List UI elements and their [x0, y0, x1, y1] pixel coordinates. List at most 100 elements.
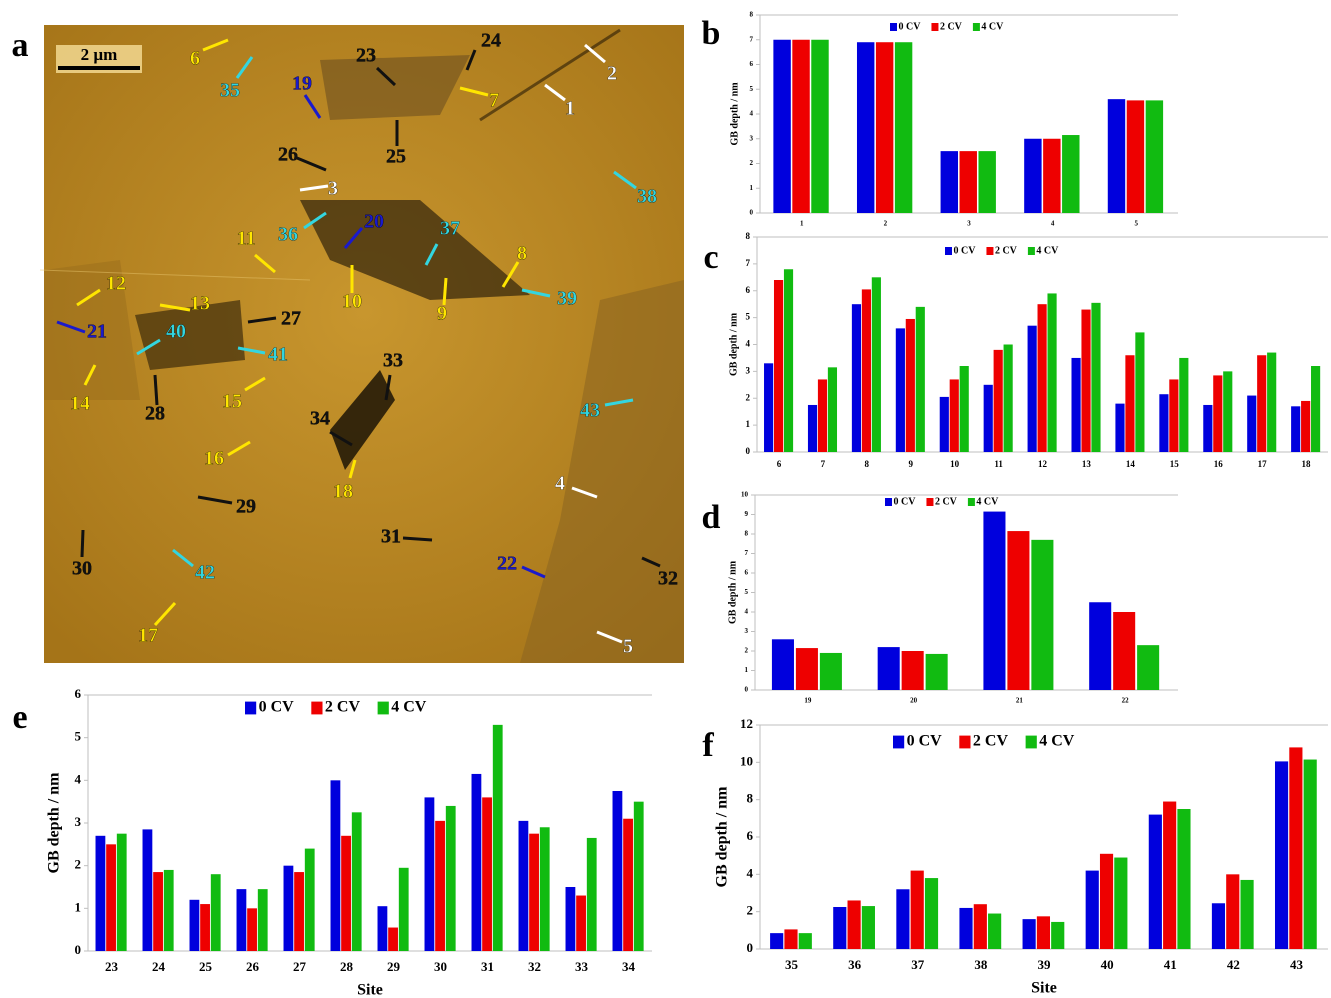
site-marker: [641, 556, 661, 568]
site-label: 18: [333, 481, 353, 503]
y-tick-label: 3: [750, 134, 754, 142]
x-tick-label: 21: [1016, 697, 1024, 705]
bar: [1031, 539, 1054, 690]
legend-label: 0 CV: [894, 496, 917, 507]
bar: [861, 289, 871, 452]
x-tick-label: 36: [848, 957, 862, 972]
site-label: 1: [565, 98, 575, 120]
legend-swatch: [959, 735, 971, 749]
bar: [1126, 100, 1145, 213]
y-axis-label: GB depth / nm: [729, 82, 740, 146]
x-tick-label: 24: [152, 959, 166, 974]
bar: [811, 39, 829, 213]
bar: [851, 304, 862, 452]
y-tick-label: 6: [747, 828, 754, 843]
site-marker: [153, 601, 177, 627]
bar: [1037, 304, 1047, 452]
site-label: 2: [607, 63, 617, 85]
site-marker: [136, 338, 161, 356]
y-tick-label: 0: [745, 686, 749, 694]
y-tick-label: 1: [745, 666, 749, 674]
legend-label: 0 CV: [954, 245, 977, 256]
bar: [1085, 870, 1099, 949]
site-label: 12: [106, 273, 126, 295]
site-label: 31: [381, 526, 401, 548]
bar: [482, 797, 492, 951]
x-tick-label: 14: [1126, 459, 1136, 469]
x-axis-label: Site: [357, 982, 383, 998]
legend-swatch: [972, 23, 980, 31]
bar: [1203, 404, 1213, 452]
bar: [341, 835, 351, 951]
site-label: 19: [292, 73, 312, 95]
site-label: 22: [497, 553, 517, 575]
y-tick-label: 2: [747, 903, 754, 918]
site-label: 36: [278, 224, 298, 246]
legend-swatch: [1027, 247, 1035, 255]
bar: [283, 865, 294, 951]
x-tick-label: 22: [1122, 697, 1130, 705]
site-label: 29: [236, 496, 256, 518]
x-tick-label: 30: [434, 959, 447, 974]
site-label: 28: [145, 403, 165, 425]
y-tick-label: 3: [746, 365, 751, 375]
site-marker: [544, 83, 566, 102]
x-tick-label: 3: [967, 220, 971, 228]
y-axis-label: GB depth / nm: [727, 560, 738, 624]
y-tick-label: 4: [75, 771, 82, 786]
scale-bar-label: 2 µm: [81, 45, 118, 64]
y-tick-label: 10: [741, 491, 749, 499]
bar: [623, 818, 633, 951]
site-marker: [237, 346, 266, 355]
bar: [247, 908, 257, 951]
bar: [1137, 645, 1160, 690]
bar: [1159, 394, 1169, 452]
legend-swatch: [931, 23, 939, 31]
bar: [304, 848, 315, 951]
legend-label: 2 CV: [995, 245, 1018, 256]
legend-swatch: [986, 247, 994, 255]
site-label: 16: [204, 448, 224, 470]
site-label: 4: [555, 473, 565, 495]
y-tick-label: 5: [746, 312, 751, 322]
x-tick-label: 43: [1290, 957, 1304, 972]
bar: [1169, 379, 1179, 452]
bar: [1247, 395, 1257, 452]
bar: [940, 151, 959, 213]
site-marker: [254, 253, 276, 274]
y-tick-label: 3: [745, 627, 749, 635]
bar: [1240, 879, 1254, 949]
legend-label: 4 CV: [981, 21, 1004, 32]
bar: [798, 933, 812, 949]
bar: [435, 820, 445, 951]
site-label: 5: [623, 636, 633, 658]
x-tick-label: 32: [528, 959, 541, 974]
bar: [1303, 759, 1317, 949]
y-tick-label: 7: [745, 549, 749, 557]
bar: [973, 904, 987, 949]
site-marker: [442, 277, 448, 306]
y-tick-label: 1: [750, 184, 754, 192]
bar: [388, 927, 398, 951]
site-label: 9: [437, 303, 447, 325]
x-tick-label: 28: [340, 959, 354, 974]
bar: [1115, 403, 1125, 452]
y-tick-label: 7: [746, 258, 751, 268]
bar: [875, 42, 894, 213]
site-label: 7: [489, 90, 499, 112]
y-tick-label: 4: [750, 110, 754, 118]
bar: [1027, 325, 1037, 452]
bar: [1091, 302, 1101, 452]
y-tick-label: 8: [750, 11, 754, 19]
y-tick-label: 2: [75, 857, 82, 872]
bar: [773, 280, 784, 452]
panel-label: e: [12, 699, 27, 736]
site-label: 11: [237, 228, 256, 250]
bar: [1003, 344, 1013, 452]
bar: [471, 773, 482, 951]
bar: [988, 913, 1002, 949]
bar: [939, 396, 949, 452]
x-tick-label: 10: [950, 459, 960, 469]
x-tick-label: 1: [800, 220, 804, 228]
x-tick-label: 8: [865, 459, 870, 469]
